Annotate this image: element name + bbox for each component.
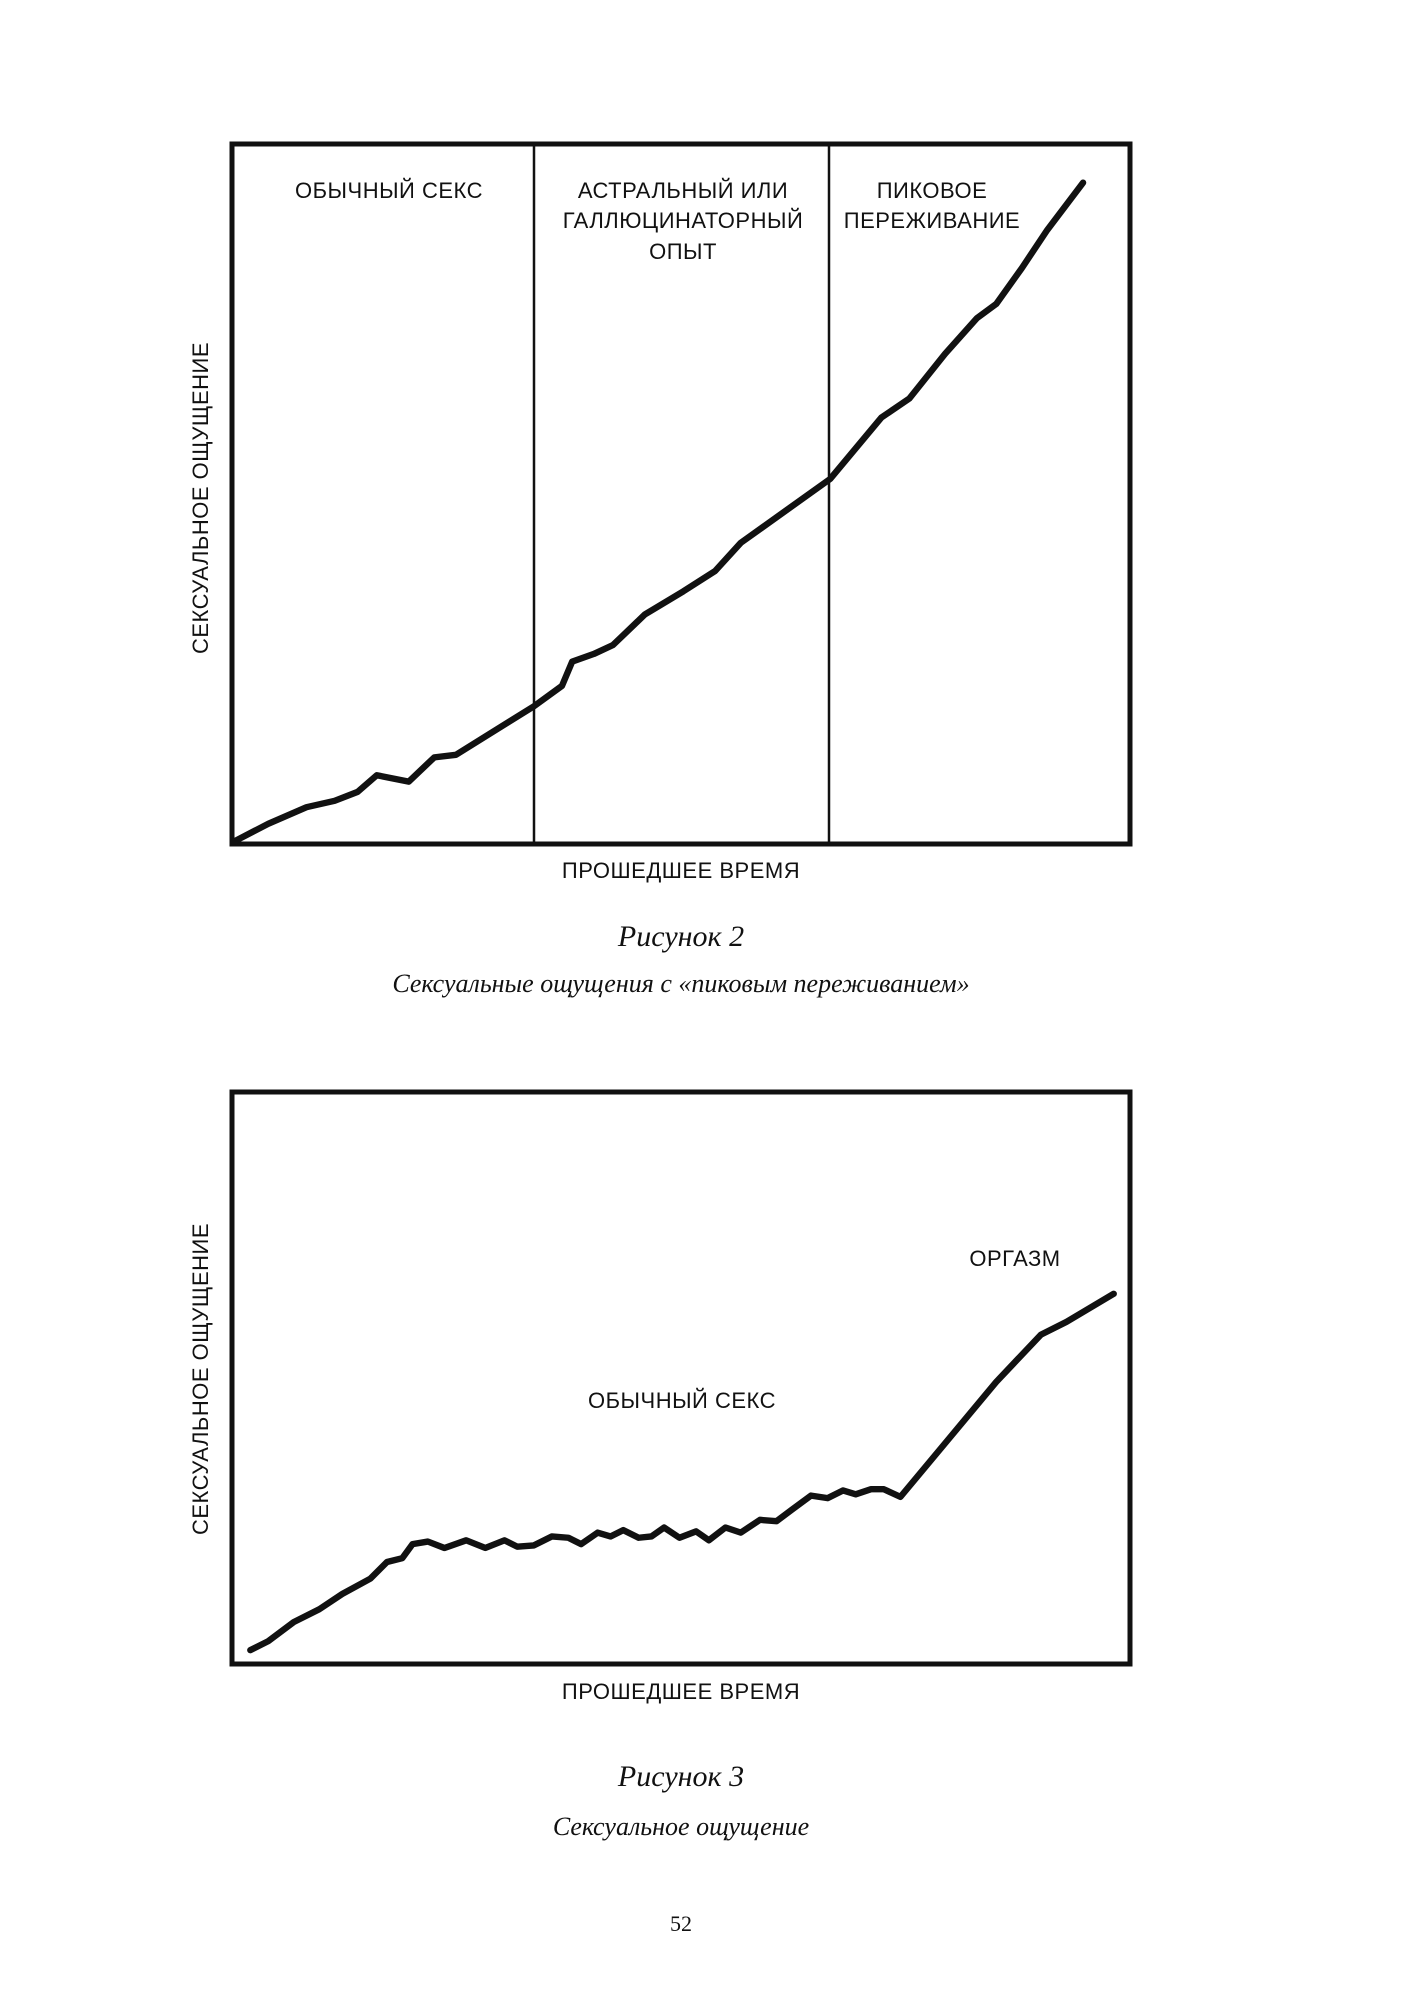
figure: ОРГАЗМ ОБЫЧНЫЙ СЕКС СЕКСУАЛЬНОЕ ОЩУЩЕНИЕ… xyxy=(188,1089,1133,1841)
region-label: ПЕРЕЖИВАНИЕ xyxy=(844,208,1020,233)
region-label: АСТРАЛЬНЫЙ ИЛИ xyxy=(578,178,788,203)
region-label: ГАЛЛЮЦИНАТОРНЫЙ xyxy=(563,208,804,233)
chart-frame xyxy=(229,141,1133,847)
chart-frame xyxy=(229,1089,1133,1667)
caption-text: Сексуальное ощущение xyxy=(553,1812,809,1841)
caption-title: Рисунок 3 xyxy=(617,1760,744,1793)
region-label: ОБЫЧНЫЙ СЕКС xyxy=(295,178,483,203)
x-axis-label: ПРОШЕДШЕЕ ВРЕМЯ xyxy=(562,858,800,883)
region-label: ОРГАЗМ xyxy=(969,1246,1060,1271)
caption-text: Сексуальные ощущения с «пиковым пережива… xyxy=(392,969,969,998)
figure: ОБЫЧНЫЙ СЕКС АСТРАЛЬНЫЙ ИЛИ ГАЛЛЮЦИНАТОР… xyxy=(188,141,1133,998)
x-axis-label: ПРОШЕДШЕЕ ВРЕМЯ xyxy=(562,1679,800,1704)
page-number: 52 xyxy=(670,1911,692,1936)
curve xyxy=(230,179,1087,845)
y-axis-label: СЕКСУАЛЬНОЕ ОЩУЩЕНИЕ xyxy=(188,1223,213,1535)
caption-title: Рисунок 2 xyxy=(617,920,744,953)
region-label: ПИКОВОЕ xyxy=(877,178,988,203)
curve xyxy=(247,1290,1117,1654)
region-label: ОПЫТ xyxy=(649,239,717,264)
region-label: ОБЫЧНЫЙ СЕКС xyxy=(588,1388,776,1413)
y-axis-label: СЕКСУАЛЬНОЕ ОЩУЩЕНИЕ xyxy=(188,342,213,654)
